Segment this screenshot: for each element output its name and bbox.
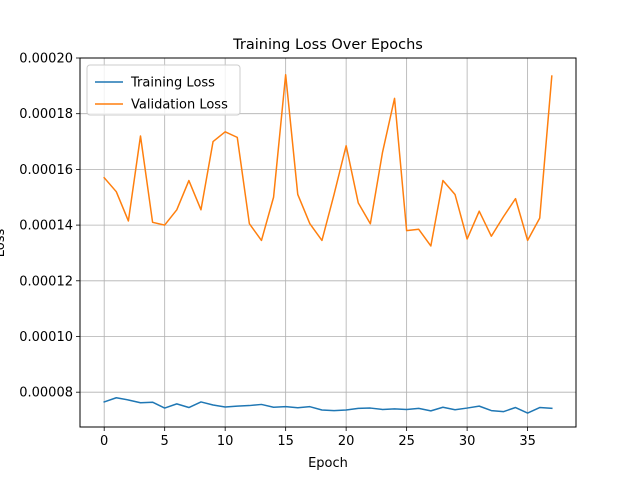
chart-title: Training Loss Over Epochs [232, 37, 423, 53]
y-tick-label: 0.00012 [19, 274, 73, 289]
x-axis-label: Epoch [308, 456, 348, 471]
y-tick-label: 0.00020 [19, 52, 73, 67]
legend-box [86, 64, 241, 116]
x-tick-label: 5 [161, 434, 169, 449]
x-tick-label: 10 [217, 434, 234, 449]
y-axis-label: Loss [0, 229, 8, 258]
axis-ticks: 0 5 10 15 20 25 30 35 0.00008 0.00010 0.00012 0.000… [19, 52, 536, 450]
x-tick-label: 0 [100, 434, 108, 449]
y-tick-label: 0.00016 [19, 163, 73, 178]
series-line-training-loss [103, 397, 553, 414]
y-tick-label: 0.00018 [19, 107, 73, 122]
y-tick-label: 0.00008 [19, 386, 73, 401]
x-tick-label: 20 [338, 434, 355, 449]
x-tick-label: 25 [398, 434, 415, 449]
x-tick-label: 15 [277, 434, 294, 449]
x-tick-label: 30 [459, 434, 476, 449]
legend: Training Loss Validation Loss [86, 64, 241, 116]
series-lines [103, 73, 553, 414]
legend-label-training-loss: Training Loss [130, 76, 215, 91]
y-tick-label: 0.00010 [19, 330, 73, 345]
plot-frame [79, 57, 577, 428]
y-tick-label: 0.00014 [19, 219, 73, 234]
legend-label-validation-loss: Validation Loss [131, 98, 228, 113]
series-line-validation-loss [103, 73, 553, 247]
x-tick-label: 35 [519, 434, 536, 449]
